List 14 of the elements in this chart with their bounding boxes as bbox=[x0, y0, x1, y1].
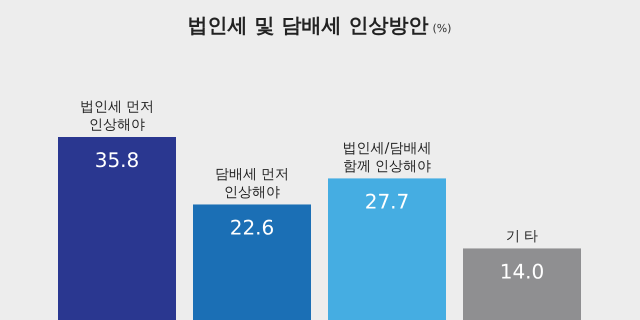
data-label: 22.6 bbox=[230, 215, 274, 240]
x-tick-label: 담배세 먼저 인상해야 bbox=[214, 166, 290, 200]
chart-title: 법인세 및 담배세 인상방안 bbox=[188, 13, 428, 37]
data-label: 14.0 bbox=[500, 259, 544, 284]
bar bbox=[193, 204, 311, 320]
bar bbox=[58, 137, 176, 320]
data-label: 27.7 bbox=[364, 189, 410, 214]
data-label: 35.8 bbox=[94, 148, 140, 172]
x-tick-label: 기 타 bbox=[506, 228, 538, 244]
x-tick-label: 법인세 먼저 인상해야 bbox=[80, 99, 154, 133]
chart-subtitle: (%) bbox=[432, 22, 452, 35]
x-tick-label: 법인세/담배세 함께 인상해야 bbox=[342, 140, 432, 174]
bar bbox=[463, 248, 581, 320]
bar bbox=[328, 178, 446, 320]
